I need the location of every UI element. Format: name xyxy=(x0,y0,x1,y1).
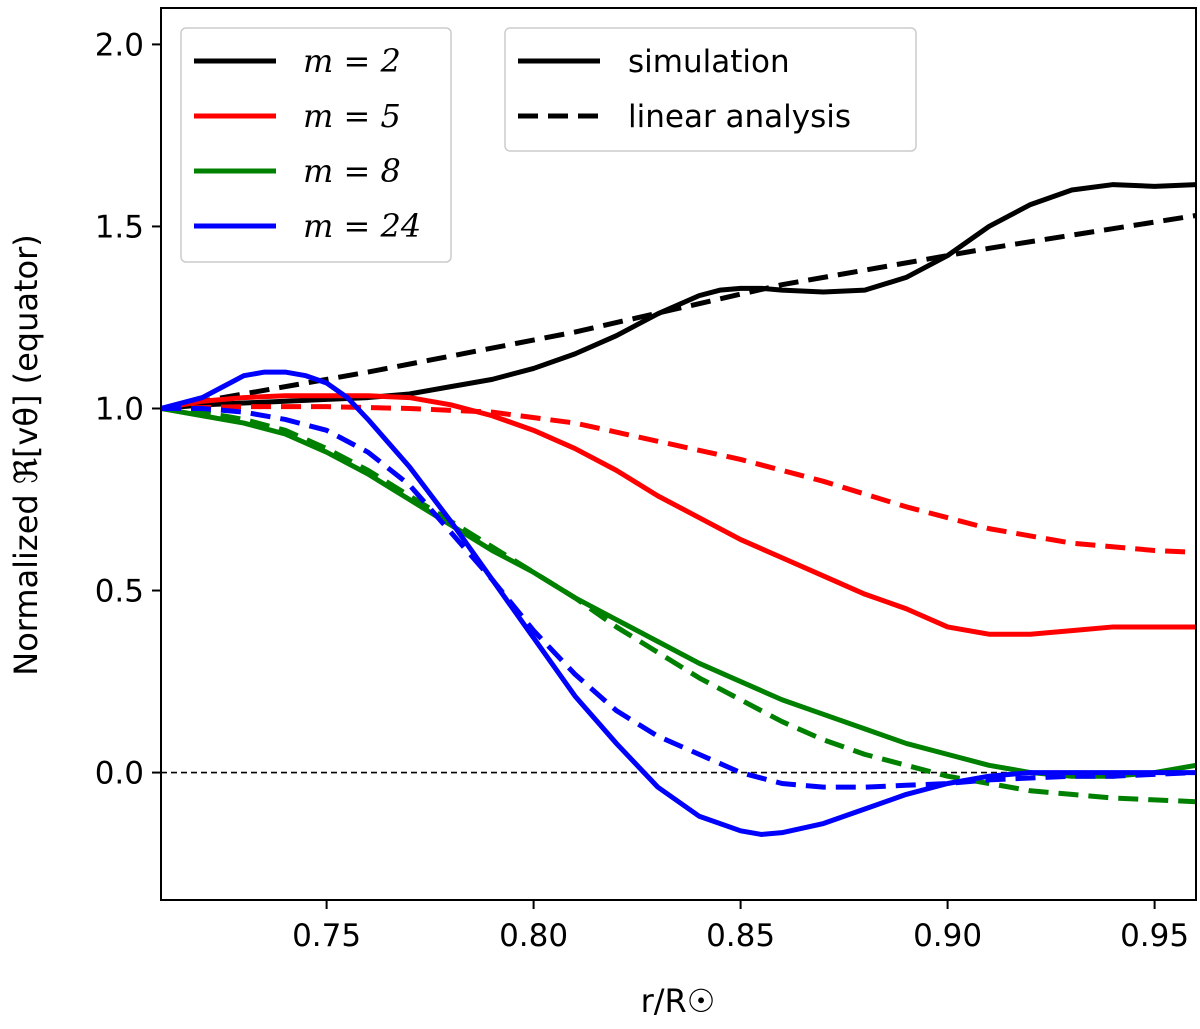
x-tick-label: 0.90 xyxy=(913,918,982,954)
series-line-m-5-linear-analysis xyxy=(161,404,1196,555)
y-tick-label: 2.0 xyxy=(95,27,144,63)
series-line-m-8-simulation xyxy=(161,406,1196,779)
plot-frame xyxy=(160,7,1197,901)
x-axis-label: r/R☉ xyxy=(641,982,716,1020)
y-tick-label: 1.5 xyxy=(95,209,144,245)
series-line-m-24-linear-analysis xyxy=(161,405,1196,790)
x-tick-label: 0.75 xyxy=(292,918,361,954)
x-axis: 0.75 0.80 0.85 0.90 0.95 xyxy=(292,900,1189,954)
plot-area xyxy=(161,182,1196,837)
legend-modes: m = 2 m = 5 m = 8 m = 24 xyxy=(180,27,452,263)
series-line-m-5-simulation xyxy=(161,393,1196,637)
y-axis-label: Normalized ℜ[vθ] (equator) xyxy=(7,234,45,675)
legend-entry-label: m = 2 xyxy=(303,42,401,80)
series-line-m-24-simulation xyxy=(161,369,1196,837)
y-tick-label: 0.5 xyxy=(95,574,144,610)
y-tick-label: 0.0 xyxy=(95,756,144,792)
y-axis: 0.0 0.5 1.0 1.5 2.0 xyxy=(95,27,161,792)
legend-modes-box xyxy=(180,27,452,263)
y-tick-label: 1.0 xyxy=(95,391,144,427)
x-tick-label: 0.85 xyxy=(706,918,775,954)
legend-entry-label: m = 8 xyxy=(303,152,401,190)
x-tick-label: 0.95 xyxy=(1120,918,1189,954)
legend-styles: simulation linear analysis xyxy=(504,27,917,152)
legend-styles-box xyxy=(504,27,917,152)
series-line-m-8-linear-analysis xyxy=(161,405,1196,805)
legend-entry-label: linear analysis xyxy=(628,99,851,135)
legend-entry-label: simulation xyxy=(628,44,790,80)
legend-entry-label: m = 5 xyxy=(303,97,401,135)
legend-entry-label: m = 24 xyxy=(303,207,421,245)
series-line-m-2-linear-analysis xyxy=(161,213,1196,411)
x-tick-label: 0.80 xyxy=(499,918,568,954)
